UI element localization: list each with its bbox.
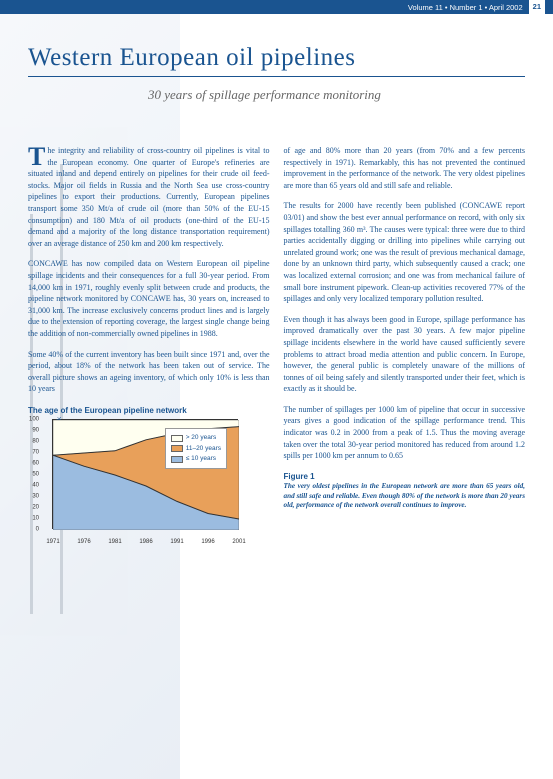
body-columns: The integrity and reliability of cross-c… xyxy=(28,145,525,529)
title-rule xyxy=(28,76,525,77)
figure-text: The very oldest pipelines in the Europea… xyxy=(284,482,526,510)
page-subtitle: 30 years of spillage performance monitor… xyxy=(148,87,525,103)
para: Some 40% of the current inventory has be… xyxy=(28,349,270,395)
figure-caption: Figure 1 The very oldest pipelines in th… xyxy=(284,471,526,511)
para: The results for 2000 have recently been … xyxy=(284,200,526,304)
chart-legend: > 20 years11–20 years≤ 10 years xyxy=(165,428,227,468)
para: of age and 80% more than 20 years (from … xyxy=(284,145,526,191)
para: Even though it has always been good in E… xyxy=(284,314,526,395)
header-bar: Volume 11 • Number 1 • April 2002 21 xyxy=(0,0,553,14)
chart-title: The age of the European pipeline network xyxy=(28,405,270,417)
page-number: 21 xyxy=(529,0,545,14)
area-chart: % of pipeline network 010203040506070809… xyxy=(52,419,238,529)
figure-number: Figure 1 xyxy=(284,471,526,483)
page-title: Western European oil pipelines xyxy=(28,44,525,72)
dropcap: T xyxy=(28,146,45,168)
chart-block: The age of the European pipeline network… xyxy=(28,405,270,530)
header-text: Volume 11 • Number 1 • April 2002 xyxy=(408,3,523,12)
column-right: of age and 80% more than 20 years (from … xyxy=(284,145,526,529)
para: CONCAWE has now compiled data on Western… xyxy=(28,258,270,339)
para: The number of spillages per 1000 km of p… xyxy=(284,404,526,462)
column-left: The integrity and reliability of cross-c… xyxy=(28,145,270,529)
para: The integrity and reliability of cross-c… xyxy=(28,145,270,249)
